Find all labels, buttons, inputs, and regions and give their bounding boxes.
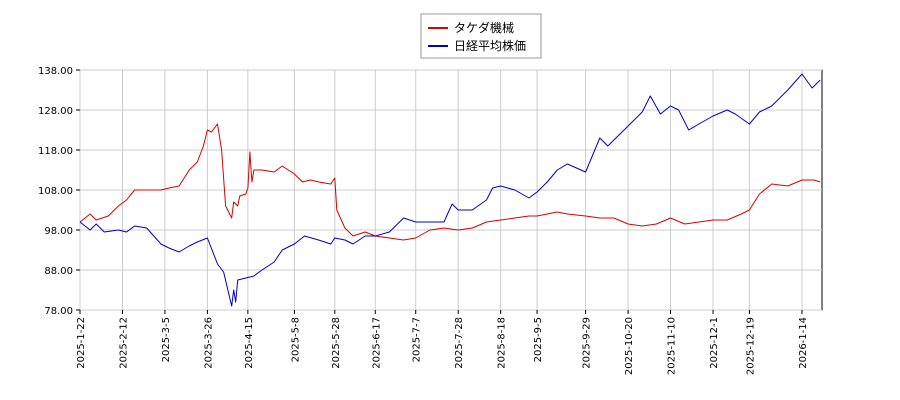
x-tick-label: 2025-4-15 xyxy=(244,317,255,369)
legend: タケダ機械 日経平均株価 xyxy=(420,13,542,59)
y-tick-label: 88.00 xyxy=(44,266,73,277)
y-tick-label: 78.00 xyxy=(44,306,73,317)
legend-label-nikkei: 日経平均株価 xyxy=(454,38,526,53)
grid xyxy=(79,69,822,311)
x-tick-label: 2025-11-10 xyxy=(667,317,678,375)
x-tick-label: 2025-7-7 xyxy=(412,317,423,362)
x-tick-label: 2025-5-28 xyxy=(331,317,342,369)
x-tick-label: 2025-8-18 xyxy=(497,317,508,369)
x-tick-label: 2025-2-12 xyxy=(118,317,129,369)
series-line-nikkei xyxy=(79,73,821,307)
x-tick-label: 2025-3-5 xyxy=(161,317,172,362)
y-tick-label: 118.00 xyxy=(38,146,73,157)
x-tick-label: 2025-7-28 xyxy=(454,317,465,369)
legend-box xyxy=(420,13,542,59)
x-tick-label: 2025-12-19 xyxy=(745,317,756,375)
x-tick-label: 2025-9-5 xyxy=(533,317,544,362)
x-axis: 2025-1-22 2025-2-12 2025-3-5 2025-3-26 2025-… xyxy=(76,310,809,375)
x-tick-label: 2026-1-14 xyxy=(798,317,809,369)
series-line-takeda xyxy=(79,123,821,241)
x-tick-label: 2025-1-22 xyxy=(76,317,87,369)
x-tick-label: 2025-5-8 xyxy=(290,317,301,362)
y-tick-label: 108.00 xyxy=(38,186,73,197)
x-tick-label: 2025-3-26 xyxy=(203,317,214,369)
y-tick-label: 138.00 xyxy=(38,66,73,77)
x-tick-label: 2025-12-1 xyxy=(709,317,720,369)
y-tick-label: 98.00 xyxy=(44,226,73,237)
y-tick-label: 128.00 xyxy=(38,106,73,117)
y-axis: 78.00 88.00 98.00 108.00 118.00 128.00 138.00 xyxy=(38,66,80,317)
x-tick-label: 2025-10-20 xyxy=(624,317,635,375)
series-layer xyxy=(79,73,821,307)
x-tick-label: 2025-9-29 xyxy=(582,317,593,369)
x-tick-label: 2025-6-17 xyxy=(371,317,382,369)
legend-label-takeda: タケダ機械 xyxy=(454,20,514,35)
